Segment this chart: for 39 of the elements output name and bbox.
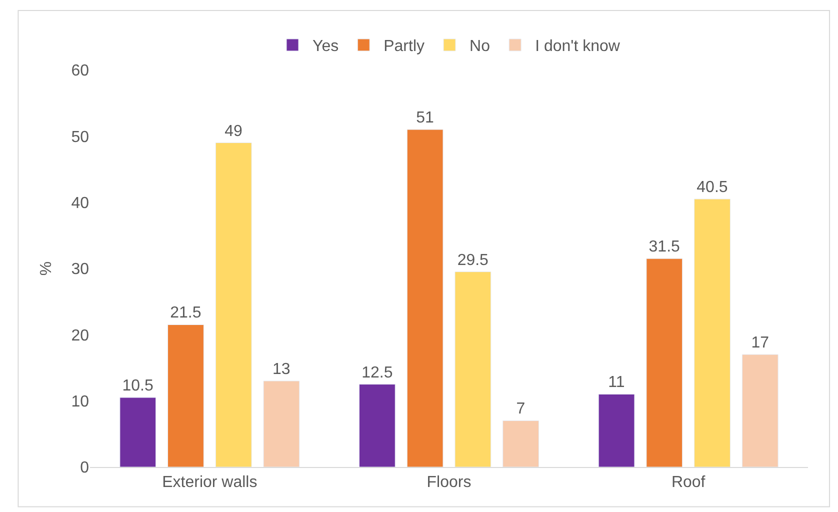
data-label: 10.5	[122, 378, 154, 395]
y-axis-title: %	[38, 261, 56, 276]
bar	[215, 142, 252, 467]
data-label: 31.5	[648, 238, 680, 256]
data-label: 29.5	[457, 252, 489, 269]
y-tick-label: 40	[71, 194, 90, 212]
data-label: 12.5	[362, 364, 393, 382]
x-tick-label: Exterior walls	[162, 474, 258, 492]
legend-label: No	[470, 38, 490, 56]
data-label: 40.5	[696, 179, 728, 196]
bar	[406, 129, 444, 467]
data-label: 11	[608, 374, 625, 392]
bar	[120, 397, 156, 467]
legend-label: Yes	[312, 38, 339, 56]
y-tick-label: 0	[80, 460, 90, 477]
bar	[646, 258, 683, 467]
bar	[168, 324, 204, 467]
bar	[502, 420, 539, 467]
y-tick-label: 50	[71, 128, 90, 146]
data-label: 51	[416, 110, 434, 127]
bar	[359, 384, 396, 467]
x-tick-label: Roof	[671, 474, 706, 492]
bar	[694, 198, 730, 467]
data-label: 13	[272, 360, 290, 378]
data-label: 21.5	[170, 304, 202, 322]
data-label: 17	[751, 334, 770, 352]
y-tick-label: 10	[71, 393, 90, 410]
bar	[598, 394, 635, 467]
bar	[263, 380, 300, 467]
data-label: 49	[224, 122, 243, 140]
y-tick-label: 30	[71, 261, 90, 278]
bar	[742, 354, 778, 467]
y-tick-label: 60	[71, 62, 90, 80]
y-tick-label: 20	[71, 327, 90, 344]
legend-label: Partly	[384, 38, 425, 56]
bar	[454, 272, 492, 467]
legend-label: I don't know	[535, 38, 620, 56]
x-tick-label: Floors	[426, 474, 472, 492]
data-label: 7	[516, 400, 526, 418]
